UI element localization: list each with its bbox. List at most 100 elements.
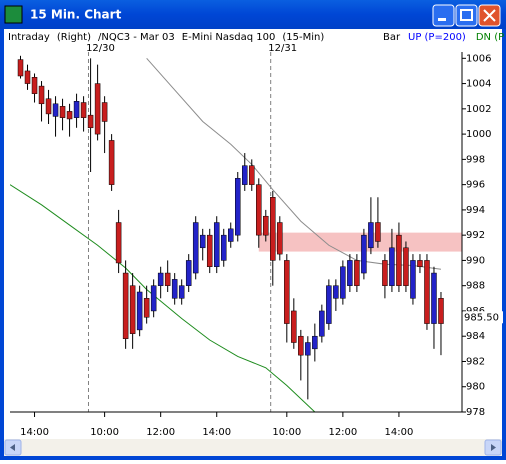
header-text: (15-Min) — [282, 32, 324, 43]
candle-body — [45, 98, 52, 115]
arrow-icon — [10, 444, 15, 451]
candle-body — [389, 247, 395, 286]
candle-body — [249, 165, 255, 185]
x-tick-label: 10:00 — [272, 427, 301, 438]
y-tick-label: 996 — [466, 180, 485, 191]
candle-body — [94, 83, 101, 135]
session-label: 12/31 — [268, 43, 297, 54]
candle-body — [326, 285, 332, 324]
candle-body — [199, 234, 206, 249]
candle-body — [80, 102, 87, 118]
candle-body — [185, 260, 192, 286]
candle-body — [270, 197, 276, 261]
plot-inner — [10, 52, 462, 412]
candle-body — [31, 77, 38, 94]
candle-body — [52, 103, 59, 117]
candle-body — [171, 279, 178, 299]
y-tick-label: 994 — [466, 205, 485, 216]
close-icon — [483, 9, 496, 22]
candle-body — [354, 260, 360, 286]
candle-body — [150, 285, 157, 312]
y-tick-label: 1004 — [466, 79, 491, 90]
candle-body — [17, 59, 24, 77]
header: Intraday (Right) /NQC3 - Mar 03 E-Mini Nasd… — [8, 32, 504, 43]
candle-body — [157, 272, 164, 286]
candle-body — [277, 222, 283, 255]
candle-body — [284, 260, 290, 324]
candle-body — [382, 260, 388, 286]
plot: 12/3012/31978980982984986988990992994996… — [10, 43, 503, 438]
candle-body — [122, 272, 129, 339]
candle-body — [59, 106, 66, 118]
candle-body — [108, 140, 115, 185]
candle-body — [101, 102, 108, 122]
candle-body — [192, 222, 199, 274]
x-tick-label: 10:00 — [90, 427, 119, 438]
legend-entry: UP (P=200) — [408, 32, 466, 43]
header-text: E-Mini Nasdaq 100 — [182, 32, 276, 43]
client-area — [4, 29, 502, 456]
y-tick-label: 988 — [466, 281, 485, 292]
header-text: (Right) — [57, 32, 91, 43]
candle-body — [361, 234, 367, 274]
legend-entry: DN (P — [476, 32, 504, 43]
candle-body — [242, 165, 248, 185]
candle-body — [375, 222, 381, 242]
candle-body — [417, 260, 423, 267]
header-text: /NQC3 - Mar 03 — [98, 32, 175, 43]
candle-body — [305, 342, 311, 356]
x-tick-label: 14:00 — [385, 427, 414, 438]
y-tick-label: 978 — [466, 407, 485, 418]
candle-body — [424, 260, 430, 324]
candle-body — [87, 114, 94, 129]
y-tick-label: 1002 — [466, 104, 491, 115]
candle-body — [340, 266, 346, 299]
app-icon — [4, 5, 23, 24]
scrollbar[interactable] — [4, 439, 502, 456]
candle-body — [263, 215, 269, 236]
y-tick-label: 998 — [466, 154, 485, 165]
candle-body — [438, 298, 444, 324]
candle-body — [227, 228, 234, 242]
x-tick-label: 12:00 — [328, 427, 357, 438]
y-tick-label: 980 — [466, 382, 485, 393]
candle-body — [298, 335, 304, 356]
x-tick-label: 12:00 — [146, 427, 175, 438]
candle-body — [403, 247, 409, 286]
candle-body — [38, 85, 45, 105]
candle-body — [73, 101, 80, 118]
candle-body — [431, 272, 437, 324]
highlight-band — [258, 232, 462, 252]
indicator-line — [10, 184, 316, 412]
candle-body — [129, 285, 136, 334]
maximize-button[interactable] — [455, 4, 478, 27]
candle-body — [66, 111, 73, 120]
candle-body — [312, 335, 318, 350]
last-price-box — [463, 311, 503, 324]
minimize-icon — [438, 18, 446, 21]
y-tick-label: 1000 — [466, 129, 491, 140]
candle-body — [24, 70, 31, 84]
candle-body — [333, 285, 339, 299]
candle-body — [178, 285, 185, 299]
candle-body — [410, 260, 416, 299]
candle-body — [347, 260, 353, 286]
candle-body — [291, 310, 297, 343]
title-bar — [0, 0, 506, 29]
arrow-icon — [491, 444, 496, 451]
y-tick-label: 982 — [466, 356, 485, 367]
candle-body — [319, 310, 325, 337]
y-tick-label: 1006 — [466, 53, 491, 64]
last-price-label: 985.50 — [464, 312, 499, 323]
scrollbar-track[interactable] — [4, 439, 502, 456]
candle-body — [235, 178, 241, 236]
window-buttons[interactable] — [432, 4, 501, 27]
candle-body — [136, 291, 143, 331]
header-text: Bar — [383, 32, 401, 43]
candle-body — [143, 298, 150, 318]
candle-body — [396, 234, 402, 286]
y-tick-label: 990 — [466, 255, 485, 266]
candle-body — [213, 222, 220, 267]
minimize-button[interactable] — [432, 4, 455, 27]
session-label: 12/30 — [86, 43, 115, 54]
